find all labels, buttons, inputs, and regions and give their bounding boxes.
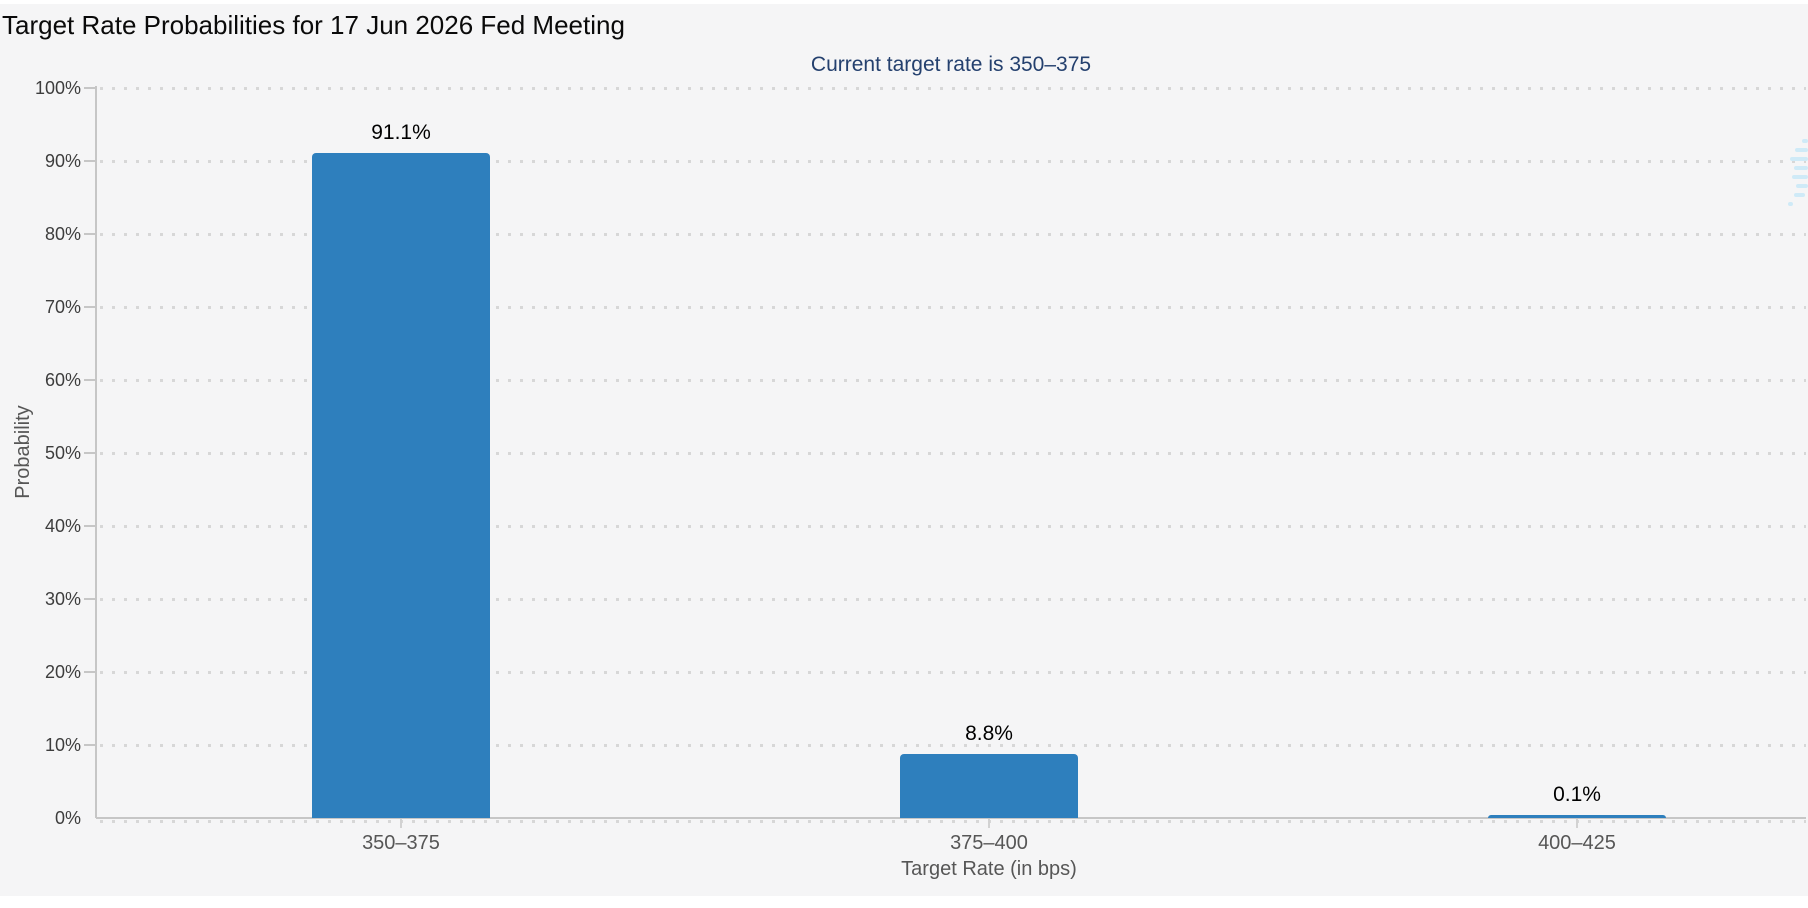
y-axis-tick-80 [84,233,96,235]
watermark-logo-stripe-0 [1802,139,1808,143]
y-axis-tick-10 [84,744,96,746]
x-axis-tick-400-425 [1576,819,1578,828]
y-tick-label-10: 10% [44,735,81,755]
gridline-70 [100,306,1806,309]
gridline-30 [100,598,1806,601]
gridline-50 [100,452,1806,455]
x-axis-title: Target Rate (in bps) [901,858,1077,880]
y-axis-tick-70 [84,306,96,308]
y-axis-tick-60 [84,379,96,381]
gridline-100 [100,87,1806,90]
bar-375-400[interactable] [900,754,1078,818]
gridline-90 [100,160,1806,163]
watermark-logo-stripe-5 [1796,184,1808,188]
y-axis-tick-20 [84,671,96,673]
bottom-margin [0,896,1808,908]
bar-350-375[interactable] [312,153,490,818]
bar-value-label-400-425: 0.1% [1553,783,1601,806]
y-tick-label-80: 80% [44,224,81,244]
y-tick-label-90: 90% [44,151,81,171]
x-axis-tick-375-400 [988,819,990,828]
y-tick-label-100: 100% [34,78,81,98]
y-axis-tick-30 [84,598,96,600]
watermark-logo-stripe-3 [1794,166,1808,170]
y-tick-label-60: 60% [44,370,81,390]
y-tick-label-50: 50% [44,443,81,463]
x-category-label-400-425: 400–425 [1538,832,1616,854]
top-margin [0,0,1808,4]
y-axis-tick-90 [84,160,96,162]
x-axis-tick-350-375 [400,819,402,828]
watermark-logo-stripe-1 [1795,148,1808,152]
y-axis-tick-40 [84,525,96,527]
y-axis-line [95,86,97,818]
y-axis-tick-100 [84,87,96,89]
x-axis-line [96,817,1806,819]
gridline-0 [100,820,1806,823]
y-tick-label-20: 20% [44,662,81,682]
x-category-label-350-375: 350–375 [362,832,440,854]
gridline-40 [100,525,1806,528]
y-tick-label-40: 40% [44,516,81,536]
y-tick-label-0: 0% [54,808,81,828]
y-tick-label-30: 30% [44,589,81,609]
bar-value-label-375-400: 8.8% [965,722,1013,745]
gridline-60 [100,379,1806,382]
bar-value-label-350-375: 91.1% [371,121,431,144]
chart-title: Target Rate Probabilities for 17 Jun 202… [2,10,625,40]
bar-400-425[interactable] [1488,815,1666,818]
current-target-rate-subtitle: Current target rate is 350–375 [810,53,1092,76]
gridline-10 [100,744,1806,747]
gridline-20 [100,671,1806,674]
watermark-logo-stripe-2 [1790,157,1808,161]
x-category-label-375-400: 375–400 [950,832,1028,854]
y-axis-tick-50 [84,452,96,454]
watermark-logo-stripe-4 [1792,175,1808,179]
watermark-logo-stripe-6 [1794,193,1805,197]
watermark-logo-stripe-7 [1788,202,1793,206]
gridline-80 [100,233,1806,236]
y-tick-label-70: 70% [44,297,81,317]
